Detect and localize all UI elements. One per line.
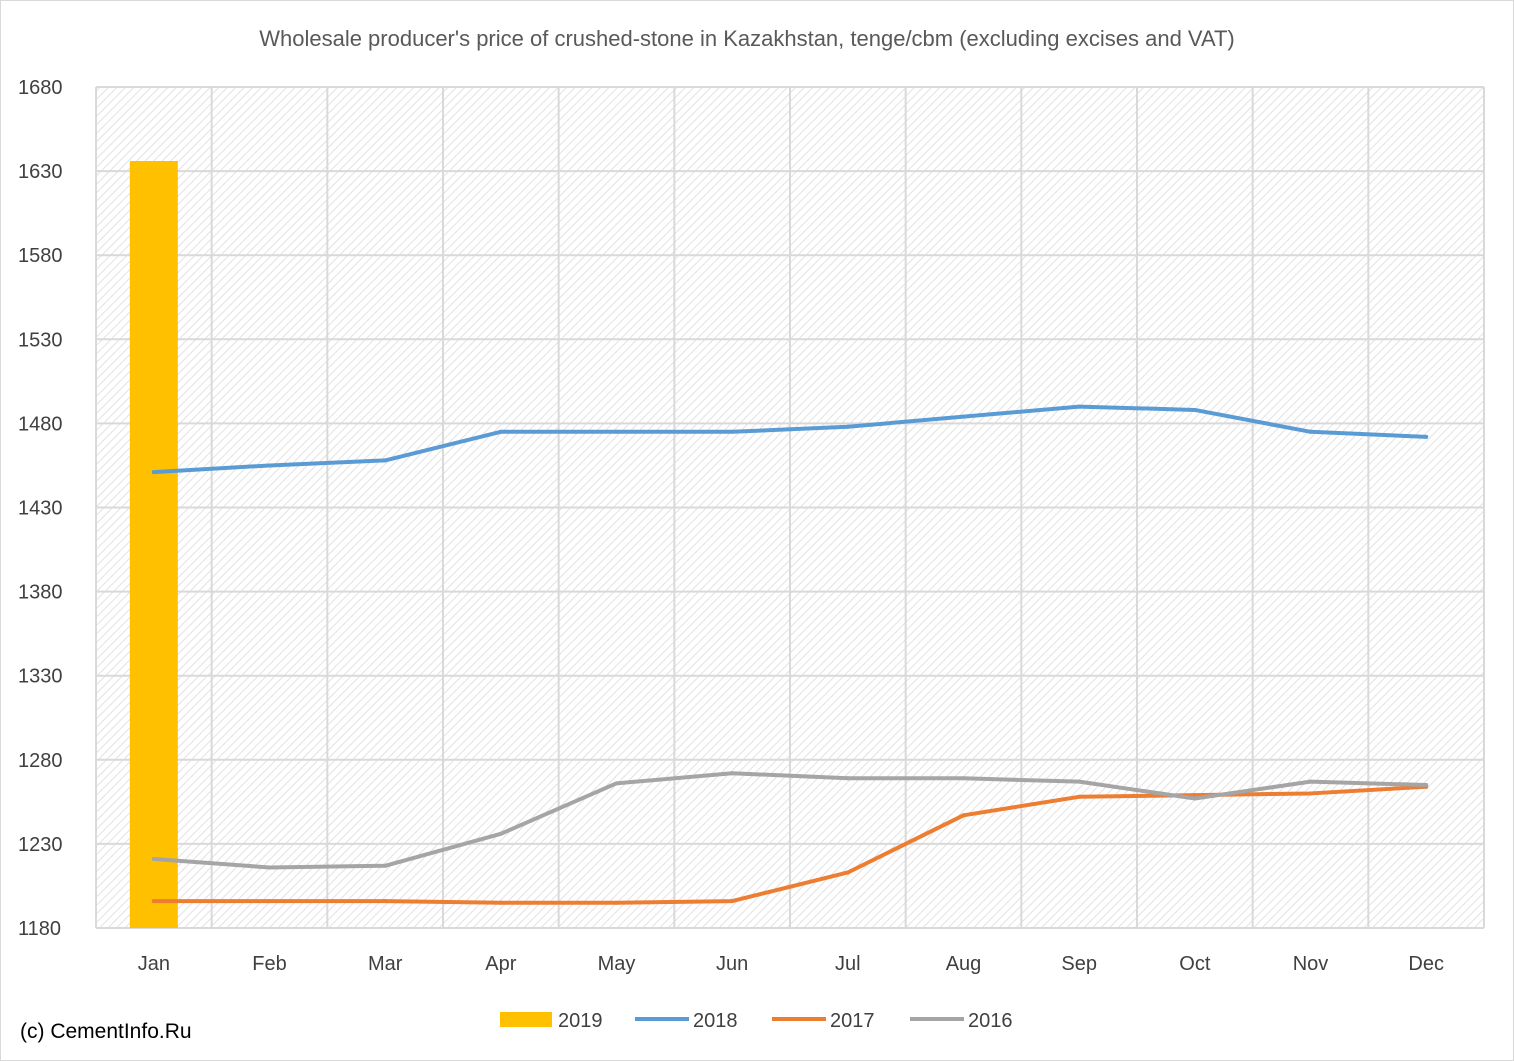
y-tick-label: 1630: [18, 161, 63, 183]
point-2016-jul: [845, 776, 850, 781]
point-2017-feb: [267, 899, 272, 904]
x-tick-label: Jun: [716, 953, 748, 975]
line-series-2016: [151, 771, 1429, 870]
legend-label-2017: 2017: [830, 1010, 875, 1032]
point-2017-jun: [730, 899, 735, 904]
y-tick-label: 1430: [18, 498, 63, 520]
x-tick-label: Oct: [1179, 953, 1211, 975]
x-tick-label: Feb: [252, 953, 286, 975]
point-2018-jun: [730, 429, 735, 434]
x-tick-label: Jul: [835, 953, 861, 975]
y-tick-label: 1580: [18, 245, 63, 267]
y-tick-label: 1330: [18, 666, 63, 688]
point-2016-jun: [730, 771, 735, 776]
point-2016-dec: [1424, 783, 1429, 788]
point-2017-jul: [845, 870, 850, 875]
point-2017-nov: [1308, 791, 1313, 796]
point-2018-jul: [845, 424, 850, 429]
x-tick-label: Dec: [1408, 953, 1444, 975]
x-tick-label: Aug: [946, 953, 982, 975]
point-2018-feb: [267, 463, 272, 468]
point-2018-jan: [151, 470, 156, 475]
point-2018-aug: [961, 414, 966, 419]
point-2016-oct: [1192, 796, 1197, 801]
line-series: [151, 404, 1429, 905]
point-2016-feb: [267, 865, 272, 870]
legend-swatch-2019: [500, 1012, 552, 1027]
legend-label-2019: 2019: [558, 1010, 603, 1032]
point-2017-may: [614, 900, 619, 905]
point-2016-nov: [1308, 779, 1313, 784]
point-2017-mar: [383, 899, 388, 904]
x-tick-label: Nov: [1293, 953, 1329, 975]
x-tick-label: Sep: [1061, 953, 1097, 975]
point-2016-apr: [498, 831, 503, 836]
line-series-2018: [151, 404, 1429, 475]
point-2017-aug: [961, 813, 966, 818]
y-axis-ticks: 1680 1630 1580 1530 1480 1430 1380 1330 1280 1230…: [18, 77, 63, 940]
y-tick-label: 1680: [18, 77, 63, 99]
point-2018-mar: [383, 458, 388, 463]
point-2017-sep: [1077, 794, 1082, 799]
legend-label-2016: 2016: [968, 1010, 1013, 1032]
legend: 2019 2018 2017 2016: [500, 1010, 1013, 1032]
y-tick-label: 1530: [18, 329, 63, 351]
point-2017-jan: [151, 899, 156, 904]
x-tick-label: Mar: [368, 953, 403, 975]
point-2016-jan: [151, 857, 156, 862]
y-tick-label: 1380: [18, 582, 63, 604]
y-tick-label: 1230: [18, 834, 63, 856]
x-tick-label: Apr: [485, 953, 516, 975]
x-tick-label: Jan: [138, 953, 170, 975]
point-2018-oct: [1192, 407, 1197, 412]
point-2017-oct: [1192, 793, 1197, 798]
point-2018-apr: [498, 429, 503, 434]
y-tick-label: 1280: [18, 750, 63, 772]
point-2018-dec: [1424, 434, 1429, 439]
x-axis-ticks: Jan Feb Mar Apr May Jun Jul Aug Sep Oct Nov Dec: [138, 953, 1444, 975]
bar-series: [129, 161, 178, 928]
legend-label-2018: 2018: [693, 1010, 738, 1032]
point-2016-may: [614, 781, 619, 786]
x-tick-label: May: [598, 953, 636, 975]
point-2016-aug: [961, 776, 966, 781]
point-2018-may: [614, 429, 619, 434]
chart-title: Wholesale producer's price of crushed-st…: [259, 26, 1235, 51]
bar-2019-jan: [129, 161, 178, 928]
y-tick-label: 1180: [18, 918, 61, 940]
copyright-text: (c) CementInfo.Ru: [20, 1020, 192, 1043]
y-tick-label: 1480: [18, 413, 63, 435]
point-2016-sep: [1077, 779, 1082, 784]
point-2018-nov: [1308, 429, 1313, 434]
point-2016-mar: [383, 863, 388, 868]
grid-lines: [95, 86, 1485, 929]
point-2017-apr: [498, 900, 503, 905]
point-2018-sep: [1077, 404, 1082, 409]
